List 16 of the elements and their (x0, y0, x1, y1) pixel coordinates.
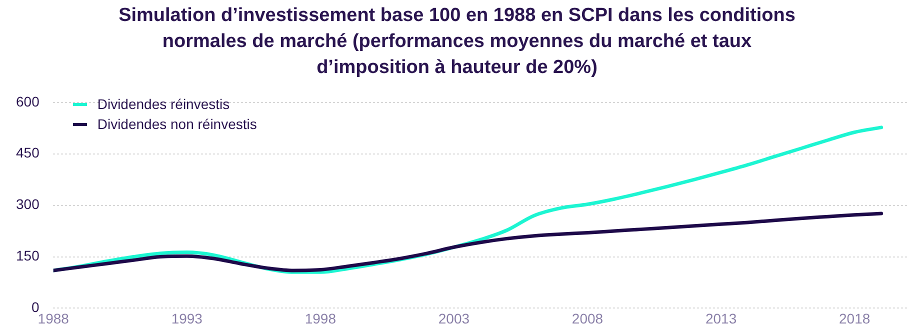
x-tick-label: 1998 (304, 310, 336, 326)
line-series (53, 212, 884, 272)
x-tick-label: 2018 (839, 310, 870, 326)
y-tick-label: 0 (32, 299, 40, 316)
legend-label: Dividendes réinvestis (97, 96, 230, 112)
x-tick-label: 1988 (38, 310, 70, 326)
x-tick-label: 2013 (705, 310, 737, 326)
x-tick-label: 2008 (572, 310, 604, 326)
y-tick-label: 450 (16, 144, 40, 161)
legend-label: Dividendes non réinvestis (97, 116, 257, 132)
x-tick-label: 2003 (438, 310, 470, 326)
x-tick-label: 1993 (171, 310, 203, 326)
y-tick-label: 150 (16, 248, 40, 264)
y-tick-label: 600 (16, 93, 40, 110)
chart-title: Simulation d’investissement base 100 en 1988 en SCPI dans les conditions normales de marché (performances moyennes du marché et taux d’imposition à hauteur de 20%) (118, 4, 796, 80)
y-tick-label: 300 (16, 196, 40, 212)
